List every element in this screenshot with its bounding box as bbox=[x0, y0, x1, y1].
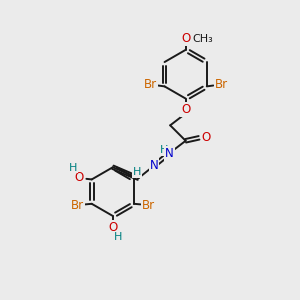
Text: H: H bbox=[69, 163, 77, 172]
Text: Br: Br bbox=[71, 199, 84, 212]
Text: CH₃: CH₃ bbox=[192, 34, 213, 44]
Text: N: N bbox=[165, 147, 174, 160]
Text: O: O bbox=[181, 32, 190, 45]
Text: H: H bbox=[133, 167, 141, 177]
Text: O: O bbox=[202, 131, 211, 144]
Text: O: O bbox=[75, 171, 84, 184]
Text: O: O bbox=[108, 221, 118, 234]
Text: Br: Br bbox=[144, 78, 157, 92]
Text: Br: Br bbox=[142, 199, 155, 212]
Text: H: H bbox=[160, 145, 168, 155]
Text: O: O bbox=[181, 103, 190, 116]
Text: N: N bbox=[149, 159, 158, 172]
Text: H: H bbox=[114, 232, 122, 242]
Text: Br: Br bbox=[214, 78, 228, 92]
